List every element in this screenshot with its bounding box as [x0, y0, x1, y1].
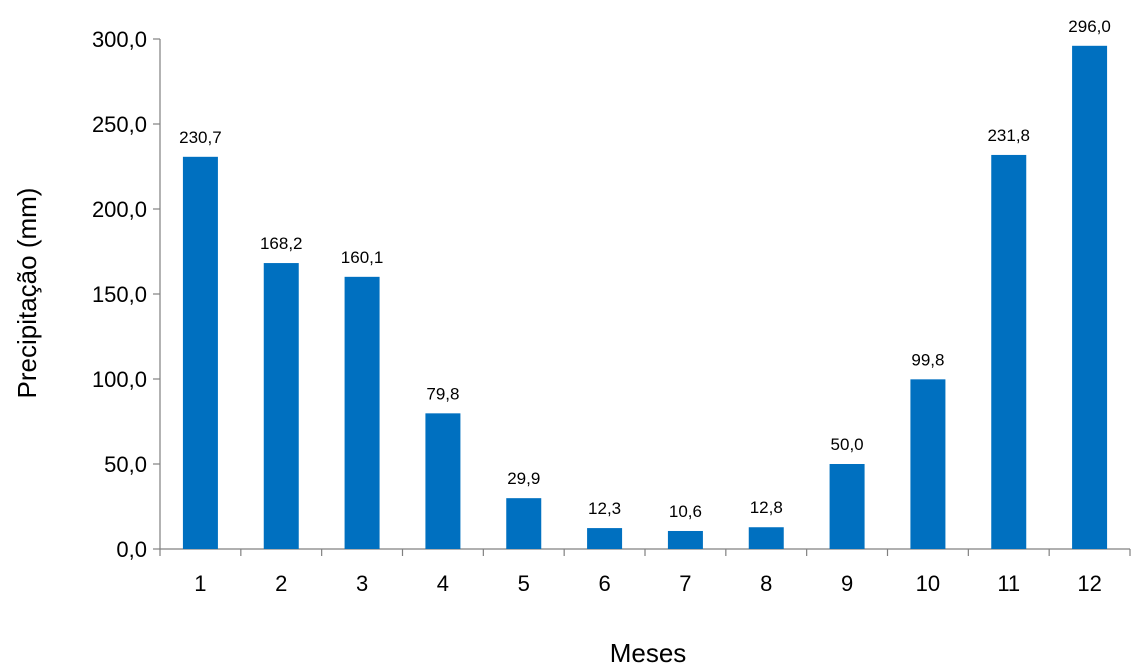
bar: [1072, 45, 1108, 550]
bar: [991, 154, 1027, 549]
bar-value-label: 12,3: [588, 499, 621, 518]
x-tick-label: 6: [598, 571, 610, 596]
bar: [667, 530, 703, 549]
x-tick-label: 1: [194, 571, 206, 596]
x-tick-label: 12: [1077, 571, 1101, 596]
x-tick-label: 10: [916, 571, 940, 596]
x-tick-label: 9: [841, 571, 853, 596]
bar: [506, 498, 542, 549]
bar: [587, 528, 623, 549]
x-axis-title: Meses: [610, 638, 687, 664]
data-labels: 230,7 168,2 160,1 79,8 29,9 12,3 10,6 12,8 50,0 9…: [179, 17, 1111, 521]
bar: [425, 413, 461, 549]
x-tick-label: 2: [275, 571, 287, 596]
bar: [344, 276, 380, 549]
bar: [910, 379, 946, 549]
y-axis: 0,0 50,0 100,0 150,0 200,0 250,0 300,0: [92, 27, 161, 562]
y-axis-title: Precipitação (mm): [12, 188, 42, 399]
bar: [182, 156, 218, 549]
x-tick-label: 5: [518, 571, 530, 596]
bar-value-label: 231,8: [987, 126, 1030, 145]
x-tick-label: 7: [679, 571, 691, 596]
y-tick-label: 250,0: [92, 112, 147, 137]
y-tick-label: 0,0: [116, 537, 147, 562]
x-tick-label: 11: [997, 571, 1020, 596]
bar-value-label: 12,8: [750, 498, 783, 517]
bar: [263, 263, 299, 549]
y-tick-label: 100,0: [92, 367, 147, 392]
bar: [829, 464, 865, 549]
bar-value-label: 99,8: [911, 350, 944, 369]
y-tick-label: 50,0: [104, 452, 147, 477]
x-tick-label: 8: [760, 571, 772, 596]
bar-value-label: 29,9: [507, 469, 540, 488]
x-tick-label: 3: [356, 571, 368, 596]
bar: [748, 527, 784, 549]
bar-value-label: 296,0: [1068, 17, 1111, 36]
bar-value-label: 160,1: [341, 248, 384, 267]
bar-value-label: 50,0: [831, 435, 864, 454]
bar-value-label: 10,6: [669, 502, 702, 521]
bar-value-label: 79,8: [426, 384, 459, 403]
bar-value-label: 168,2: [260, 234, 303, 253]
bars: [182, 45, 1108, 550]
y-tick-label: 150,0: [92, 282, 147, 307]
y-tick-label: 200,0: [92, 197, 147, 222]
x-tick-label: 4: [437, 571, 449, 596]
x-axis: 1 2 3 4 5 6 7 8 9 10 11 12: [159, 548, 1131, 596]
bar-value-label: 230,7: [179, 128, 222, 147]
y-tick-label: 300,0: [92, 27, 147, 52]
